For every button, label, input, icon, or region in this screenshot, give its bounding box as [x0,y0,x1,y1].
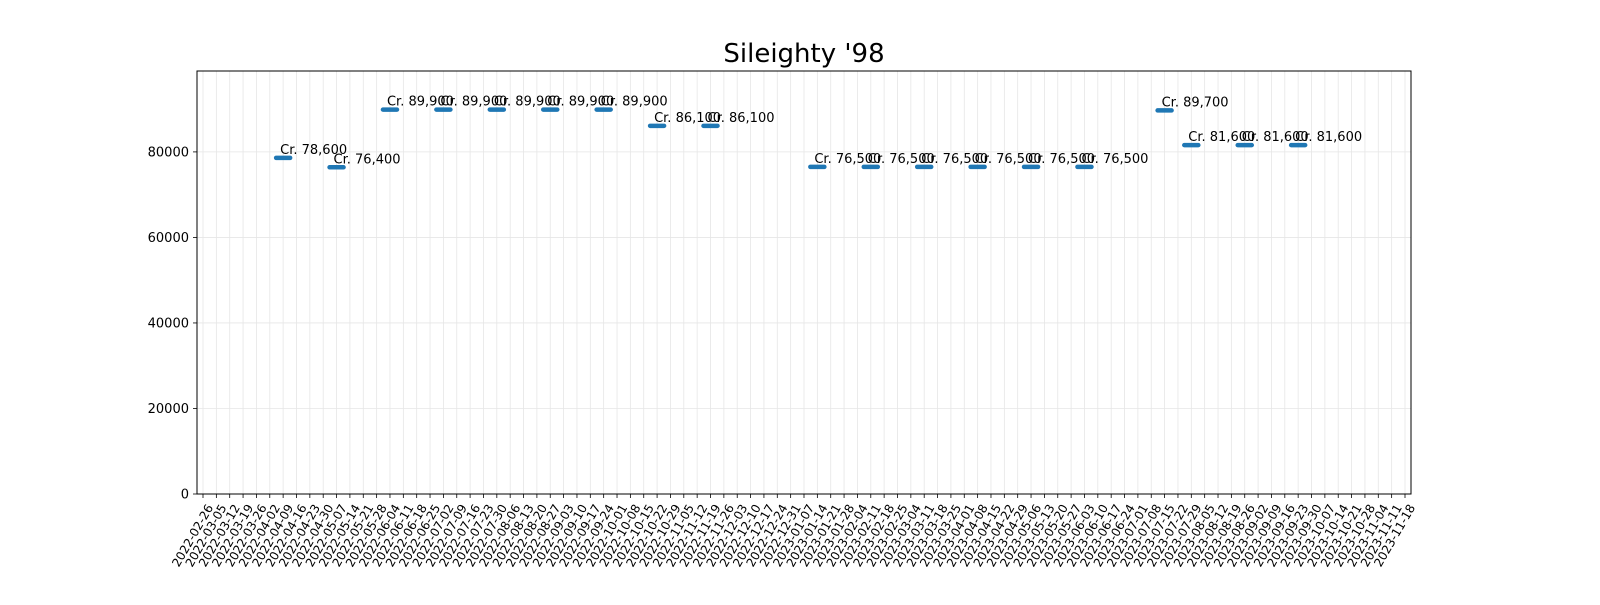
chart-title: Sileighty '98 [723,39,884,69]
data-label: Cr. 89,900 [494,95,561,110]
data-label: Cr. 76,500 [1081,152,1148,167]
data-label: Cr. 76,500 [814,152,881,167]
y-tick-label: 40000 [148,316,189,331]
data-label: Cr. 89,900 [601,95,668,110]
data-label: Cr. 76,400 [334,152,401,167]
data-label: Cr. 76,500 [868,152,935,167]
data-label: Cr. 89,900 [440,95,507,110]
data-label: Cr. 89,700 [1162,95,1229,110]
y-tick-label: 80000 [148,145,189,160]
data-label: Cr. 78,600 [280,143,347,158]
data-label: Cr. 86,100 [708,111,775,126]
data-label: Cr. 81,600 [1242,130,1309,145]
data-label: Cr. 76,500 [1028,152,1095,167]
grid [197,71,1411,495]
y-tick-label: 20000 [148,402,189,417]
data-label: Cr. 76,500 [921,152,988,167]
data-label: Cr. 81,600 [1295,130,1362,145]
data-label: Cr. 89,900 [387,95,454,110]
data-label: Cr. 86,100 [654,111,721,126]
data-label: Cr. 81,600 [1188,130,1255,145]
axes: 2022-02-262022-03-052022-03-122022-03-19… [148,145,1419,569]
data-label: Cr. 89,900 [547,95,614,110]
y-tick-label: 60000 [148,231,189,246]
data-label: Cr. 76,500 [975,152,1042,167]
y-tick-label: 0 [181,488,189,503]
